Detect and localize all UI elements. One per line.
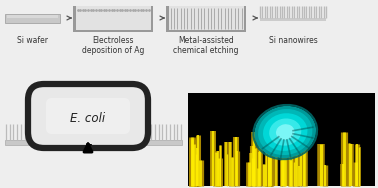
Bar (5, 14, 60, 23)
Ellipse shape (263, 113, 307, 151)
Bar (5, 140, 182, 145)
Ellipse shape (276, 124, 294, 140)
Bar (76, 6, 150, 30)
FancyBboxPatch shape (28, 84, 148, 148)
Bar (243, 6, 246, 32)
Text: Electroless
deposition of Ag: Electroless deposition of Ag (82, 36, 144, 55)
Ellipse shape (269, 118, 301, 146)
Bar (7, 15, 58, 18)
Text: F: F (84, 144, 91, 154)
Bar (188, 93, 375, 186)
Bar (150, 6, 153, 32)
Ellipse shape (258, 109, 312, 155)
Text: E. coli: E. coli (70, 111, 105, 124)
Ellipse shape (254, 106, 316, 158)
Text: Si nanowires: Si nanowires (269, 36, 318, 45)
Bar (73, 6, 76, 32)
Bar (260, 18, 326, 21)
Text: Si wafer: Si wafer (17, 36, 48, 45)
Bar (166, 30, 246, 32)
Bar (73, 30, 153, 32)
Text: Metal-assisted
chemical etching: Metal-assisted chemical etching (173, 36, 239, 55)
FancyBboxPatch shape (46, 98, 130, 134)
Bar (166, 6, 169, 32)
Bar (169, 6, 243, 30)
